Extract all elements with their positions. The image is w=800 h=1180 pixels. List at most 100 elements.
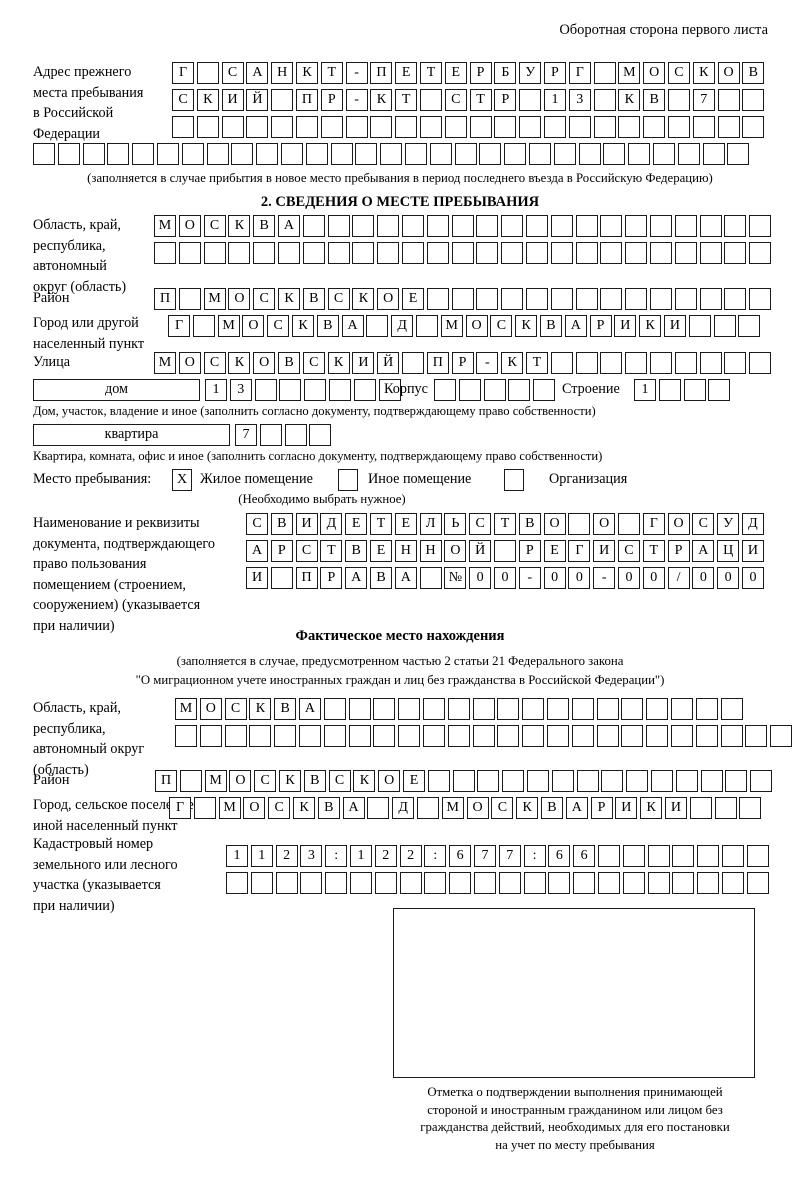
previous-address-row-4-cell-12[interactable] [305,143,328,165]
section2-region-row-2-cell-7[interactable] [302,242,325,264]
document-row-3-cell-10[interactable]: 0 [469,567,492,589]
document-row-2-cell-6[interactable]: Е [369,540,392,562]
section2-street-row-cell-12[interactable]: П [426,352,449,374]
document-row-2-cell-12[interactable]: Р [518,540,541,562]
section2-region-row-1-cell-7[interactable] [302,215,325,237]
section2-district-row-cell-14[interactable] [476,288,499,310]
actual-district-row-cell-15[interactable] [502,770,525,792]
previous-address-row-3-cell-17[interactable] [568,116,591,138]
actual-region-row-2-cell-5[interactable] [274,725,297,747]
previous-address-row-4-cell-15[interactable] [380,143,403,165]
section2-street-row-cell-25[interactable] [749,352,772,374]
section2-street-row-cell-10[interactable]: Й [377,352,400,374]
previous-address-row-4-cell-27[interactable] [677,143,700,165]
section2-district-row-cell-11[interactable]: Е [401,288,424,310]
actual-city-row-cell-12[interactable]: М [441,797,464,819]
actual-region-row-1-cell-23[interactable] [720,698,743,720]
document-row-2-cell-21[interactable]: И [741,540,764,562]
previous-address-row-1-cell-1[interactable]: Г [172,62,194,84]
actual-district-row-cell-8[interactable]: С [328,770,351,792]
previous-address-row-3-cell-8[interactable] [345,116,368,138]
section2-region-row-1-cell-12[interactable] [426,215,449,237]
section2-region-row-1-cell-4[interactable]: К [228,215,251,237]
section2-city-row-cell-21[interactable]: И [663,315,686,337]
previous-address-row-2-cell-21[interactable] [667,89,690,111]
section2-region-row-2-cell-22[interactable] [674,242,697,264]
actual-district-row-cell-11[interactable]: Е [402,770,425,792]
document-row-2-cell-10[interactable]: Й [469,540,492,562]
section2-region-row-1-cell-10[interactable] [377,215,400,237]
cadastre-row-1-cell-16[interactable] [597,845,620,867]
actual-region-row-1-cell-2[interactable]: О [199,698,222,720]
document-row-2-cell-9[interactable]: О [444,540,467,562]
cadastre-row-1-cell-20[interactable] [697,845,720,867]
actual-city-row-cell-10[interactable]: Д [392,797,415,819]
actual-region-row-2-cell-1[interactable] [175,725,197,747]
section2-region-row-2-cell-19[interactable] [600,242,623,264]
document-row-1-cell-17[interactable]: Г [642,513,665,535]
section2-city-row-cell-22[interactable] [688,315,711,337]
previous-address-row-4-cell-9[interactable] [231,143,254,165]
flat-number-cells-cell-1[interactable]: 7 [235,424,257,446]
actual-district-row-cell-21[interactable] [650,770,673,792]
document-row-3-cell-7[interactable]: А [394,567,417,589]
actual-region-row-1-cell-16[interactable] [546,698,569,720]
actual-region-row-2-cell-17[interactable] [571,725,594,747]
actual-city-row-cell-21[interactable]: И [664,797,687,819]
previous-address-row-2-cell-11[interactable] [419,89,442,111]
section2-district-row-cell-19[interactable] [600,288,623,310]
previous-address-row-4[interactable] [33,143,752,165]
previous-address-row-4-cell-26[interactable] [652,143,675,165]
actual-region-row-2-cell-12[interactable] [447,725,470,747]
actual-city-row-cell-5[interactable]: С [268,797,291,819]
section2-city-row-cell-15[interactable]: К [515,315,538,337]
section2-street-row-cell-15[interactable]: К [501,352,524,374]
document-row-2-cell-13[interactable]: Е [543,540,566,562]
previous-address-row-1-cell-21[interactable]: С [667,62,690,84]
section2-region-row-1-cell-1[interactable]: М [154,215,176,237]
previous-address-row-4-cell-8[interactable] [206,143,229,165]
actual-region-row-1-cell-1[interactable]: М [175,698,197,720]
document-row-2-cell-15[interactable]: И [593,540,616,562]
actual-city-row-cell-22[interactable] [689,797,712,819]
document-row-2-cell-11[interactable] [493,540,516,562]
previous-address-row-3-cell-9[interactable] [370,116,393,138]
section2-region-row-1-cell-8[interactable] [327,215,350,237]
actual-region-row-2-cell-25[interactable] [770,725,793,747]
house-number-cells-cell-5[interactable] [304,379,327,401]
house-number-cells-cell-1[interactable]: 1 [205,379,227,401]
section2-region-row-2-cell-4[interactable] [228,242,251,264]
korpus-cells-cell-3[interactable] [483,379,506,401]
section2-region-row-2-cell-13[interactable] [451,242,474,264]
cadastre-row-2-cell-11[interactable] [473,872,496,894]
document-row-2-cell-5[interactable]: В [345,540,368,562]
document-row-3-cell-21[interactable]: 0 [741,567,764,589]
section2-district-row-cell-1[interactable]: П [154,288,176,310]
previous-address-row-2-cell-24[interactable] [742,89,765,111]
cadastre-row-2-cell-22[interactable] [746,872,769,894]
previous-address-row-2-cell-14[interactable]: Р [494,89,517,111]
previous-address-row-3-cell-19[interactable] [618,116,641,138]
section2-region-row-2-cell-18[interactable] [575,242,598,264]
korpus-cells-cell-4[interactable] [508,379,531,401]
document-row-2-cell-19[interactable]: А [692,540,715,562]
cadastre-row-2-cell-5[interactable] [325,872,348,894]
previous-address-row-1-cell-22[interactable]: К [692,62,715,84]
section2-street-row-cell-23[interactable] [699,352,722,374]
cadastre-row-1-cell-4[interactable]: 3 [300,845,323,867]
previous-address-row-2-cell-22[interactable]: 7 [692,89,715,111]
previous-address-row-3-cell-12[interactable] [444,116,467,138]
section2-region-row-2-cell-2[interactable] [178,242,201,264]
cadastre-row-2-cell-15[interactable] [573,872,596,894]
document-row-3-cell-1[interactable]: И [246,567,268,589]
actual-region-row-1-cell-11[interactable] [422,698,445,720]
previous-address-row-3-cell-5[interactable] [271,116,294,138]
document-row-1-cell-4[interactable]: Д [320,513,343,535]
actual-district-row-cell-14[interactable] [477,770,500,792]
house-number-cells-cell-7[interactable] [353,379,376,401]
section2-street-row-cell-16[interactable]: Т [525,352,548,374]
previous-address-row-1-cell-23[interactable]: О [717,62,740,84]
stroenie-cells-cell-2[interactable] [658,379,681,401]
